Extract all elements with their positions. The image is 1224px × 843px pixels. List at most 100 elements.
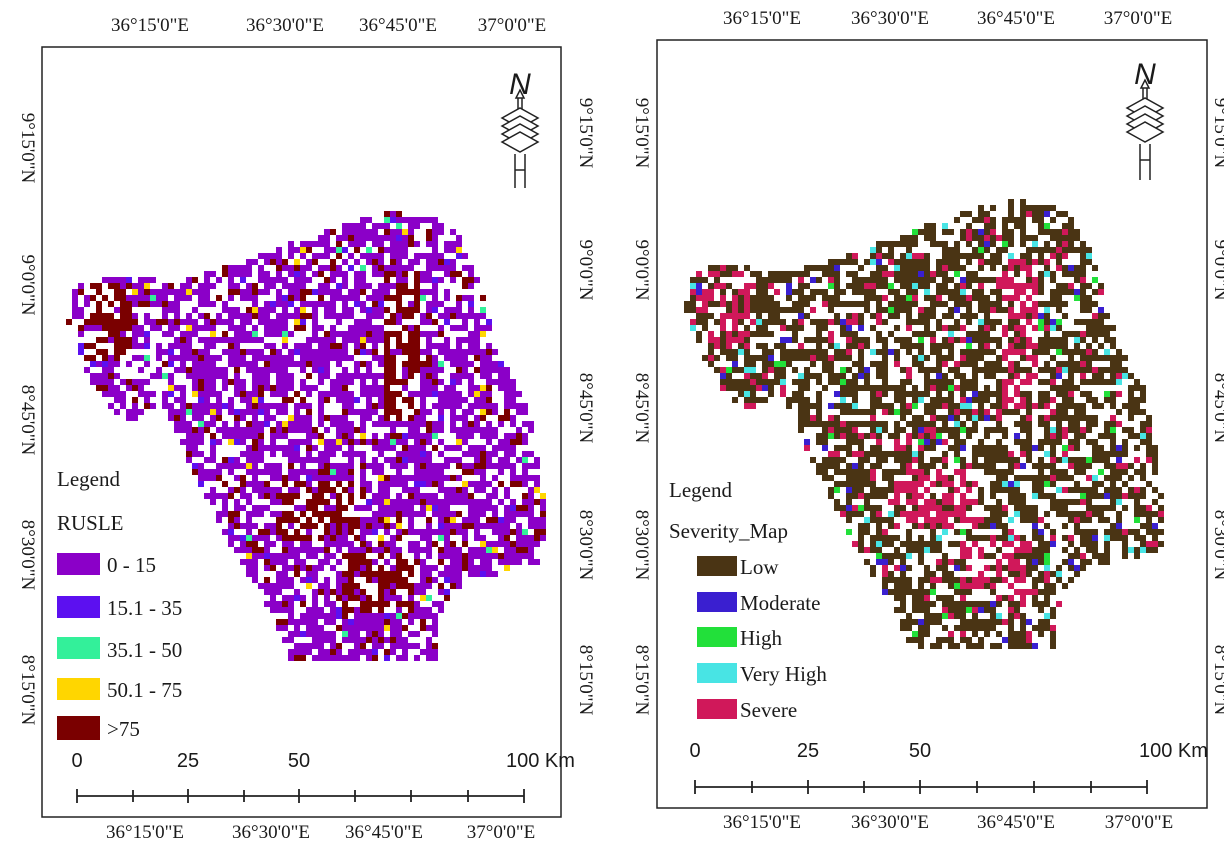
- raster-cell: [1044, 313, 1050, 319]
- raster-cell: [528, 553, 534, 559]
- raster-cell: [282, 601, 288, 607]
- raster-cell: [198, 313, 204, 319]
- raster-cell: [708, 343, 714, 349]
- raster-cell: [504, 511, 510, 517]
- raster-cell: [846, 463, 852, 469]
- raster-cell: [906, 535, 912, 541]
- raster-cell: [804, 295, 810, 301]
- raster-cell: [1026, 553, 1032, 559]
- raster-cell: [426, 259, 432, 265]
- raster-cell: [750, 301, 756, 307]
- raster-cell: [516, 535, 522, 541]
- raster-cell: [900, 391, 906, 397]
- raster-cell: [216, 337, 222, 343]
- raster-cell: [870, 481, 876, 487]
- raster-cell: [336, 415, 342, 421]
- raster-cell: [876, 463, 882, 469]
- raster-cell: [1140, 493, 1146, 499]
- raster-cell: [756, 325, 762, 331]
- raster-cell: [384, 487, 390, 493]
- raster-cell: [1104, 463, 1110, 469]
- raster-cell: [402, 643, 408, 649]
- raster-cell: [720, 283, 726, 289]
- raster-cell: [1056, 259, 1062, 265]
- raster-cell: [240, 475, 246, 481]
- raster-cell: [450, 259, 456, 265]
- raster-cell: [288, 373, 294, 379]
- legend-item: 0 - 15: [57, 553, 156, 577]
- raster-cell: [1122, 451, 1128, 457]
- raster-cell: [456, 463, 462, 469]
- raster-cell: [1074, 361, 1080, 367]
- raster-cell: [858, 511, 864, 517]
- raster-cell: [852, 463, 858, 469]
- raster-cell: [840, 409, 846, 415]
- raster-cell: [162, 331, 168, 337]
- raster-cell: [336, 559, 342, 565]
- raster-cell: [1020, 205, 1026, 211]
- raster-cell: [318, 613, 324, 619]
- raster-cell: [336, 253, 342, 259]
- raster-cell: [390, 595, 396, 601]
- raster-cell: [1062, 409, 1068, 415]
- raster-cell: [1026, 343, 1032, 349]
- raster-cell: [1074, 343, 1080, 349]
- raster-cell: [978, 205, 984, 211]
- raster-cell: [936, 265, 942, 271]
- raster-cell: [474, 517, 480, 523]
- raster-cell: [1080, 247, 1086, 253]
- raster-cell: [372, 313, 378, 319]
- raster-cell: [264, 379, 270, 385]
- raster-cell: [954, 451, 960, 457]
- map-frame: [41, 46, 562, 818]
- raster-cell: [1140, 535, 1146, 541]
- raster-cell: [264, 583, 270, 589]
- raster-cell: [300, 457, 306, 463]
- raster-cell: [972, 499, 978, 505]
- raster-cell: [246, 517, 252, 523]
- raster-cell: [426, 355, 432, 361]
- raster-cell: [972, 385, 978, 391]
- raster-cell: [942, 289, 948, 295]
- raster-cell: [954, 373, 960, 379]
- raster-cell: [960, 211, 966, 217]
- raster-cell: [936, 361, 942, 367]
- raster-cell: [348, 355, 354, 361]
- raster-cell: [1116, 349, 1122, 355]
- raster-cell: [1032, 247, 1038, 253]
- raster-cell: [162, 283, 168, 289]
- raster-cell: [924, 463, 930, 469]
- raster-cell: [930, 313, 936, 319]
- raster-cell: [912, 259, 918, 265]
- raster-cell: [330, 511, 336, 517]
- raster-cell: [174, 397, 180, 403]
- raster-cell: [456, 355, 462, 361]
- raster-cell: [954, 469, 960, 475]
- raster-cell: [990, 217, 996, 223]
- raster-cell: [360, 415, 366, 421]
- right-tick-label: 9°0'0"N: [1210, 240, 1224, 301]
- raster-cell: [456, 511, 462, 517]
- raster-cell: [1014, 505, 1020, 511]
- raster-cell: [156, 355, 162, 361]
- raster-cell: [330, 385, 336, 391]
- raster-cell: [270, 325, 276, 331]
- raster-cell: [756, 379, 762, 385]
- raster-cell: [1098, 367, 1104, 373]
- raster-cell: [792, 391, 798, 397]
- raster-cell: [222, 481, 228, 487]
- raster-cell: [324, 439, 330, 445]
- raster-cell: [720, 271, 726, 277]
- raster-cell: [702, 313, 708, 319]
- raster-cell: [810, 295, 816, 301]
- raster-cell: [1020, 301, 1026, 307]
- raster-cell: [306, 433, 312, 439]
- raster-cell: [240, 463, 246, 469]
- raster-cell: [288, 469, 294, 475]
- raster-cell: [354, 409, 360, 415]
- raster-cell: [978, 553, 984, 559]
- raster-cell: [342, 397, 348, 403]
- raster-cell: [1098, 343, 1104, 349]
- raster-cell: [1122, 481, 1128, 487]
- raster-cell: [264, 289, 270, 295]
